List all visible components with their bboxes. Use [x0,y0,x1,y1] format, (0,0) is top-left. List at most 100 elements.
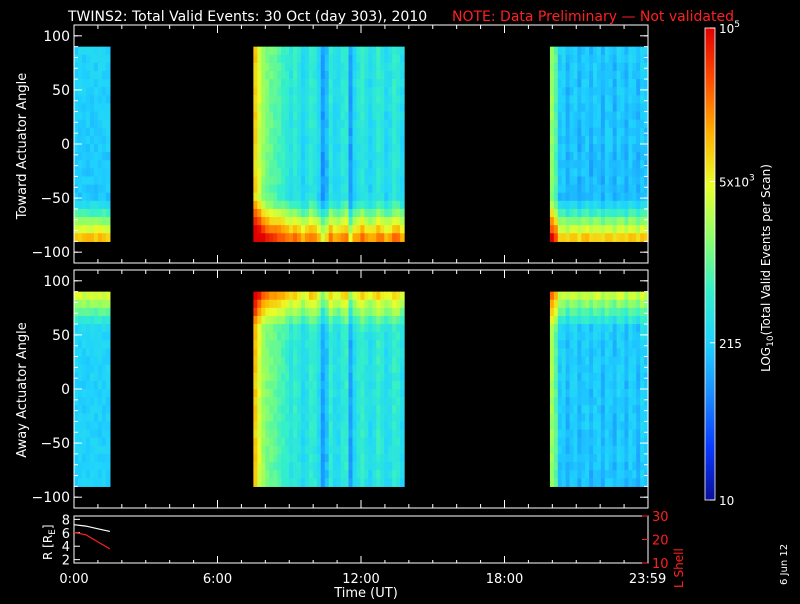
heatmap-cell [624,87,629,96]
heatmap-cell [296,54,302,64]
heatmap-cell [585,348,590,358]
heatmap-cell [77,225,83,234]
heatmap-cell [380,79,385,88]
heatmap-cell [285,217,290,226]
heatmap-cell [348,470,354,479]
heatmap-cell [293,437,298,447]
heatmap-cell [296,324,302,333]
heatmap-cell [273,356,278,366]
heatmap-cell [616,225,622,234]
heatmap-cell [296,233,302,242]
heatmap-cell [293,200,298,210]
heatmap-cell [293,324,298,333]
heatmap-cell [604,200,610,210]
heatmap-cell [565,445,571,455]
heatmap-cell [85,208,91,218]
heatmap-cell [376,372,381,382]
heatmap-cell [604,127,610,137]
heatmap-cell [253,200,258,210]
heatmap-cell [569,462,575,471]
heatmap-cell [396,429,401,439]
heatmap-cell [328,168,334,178]
heatmap-cell [380,62,385,72]
heatmap-cell [77,160,83,169]
heatmap-cell [380,453,385,463]
heatmap-cell [352,192,358,202]
heatmap-cell [400,291,405,301]
heatmap-cell [644,356,649,366]
heatmap-cell [400,95,405,105]
heatmap-cell [597,168,602,178]
heatmap-cell [589,478,594,487]
heatmap-cell [561,111,567,121]
heatmap-cell [289,103,294,113]
heatmap-cell [581,332,586,341]
heatmap-cell [376,445,381,455]
heatmap-cell [81,405,87,414]
heatmap-cell [593,200,598,210]
heatmap-cell [388,453,393,463]
heatmap-cell [300,79,306,88]
heatmap-cell [352,152,358,161]
heatmap-cell [105,453,111,463]
heatmap-cell [261,152,266,161]
heatmap-cell [332,470,338,479]
heatmap-cell [285,340,290,350]
heatmap-cell [593,299,598,309]
heatmap-cell [289,70,294,80]
heatmap-cell [253,364,258,374]
heatmap-cell [376,87,381,96]
heatmap-cell [585,46,590,56]
heatmap-cell [93,340,99,350]
heatmap-cell [364,144,369,153]
heatmap-cell [316,217,322,226]
heatmap-cell [360,192,365,202]
heatmap-cell [324,429,330,439]
heatmap-cell [81,324,87,333]
heatmap-cell [89,152,95,161]
heatmap-cell [585,111,590,121]
heatmap-cell [396,176,401,186]
heatmap-cell [600,127,606,137]
heatmap-cell [352,299,358,309]
heatmap-cell [269,62,274,72]
heatmap-cell [581,127,586,137]
heatmap-cell [253,176,258,186]
heatmap-cell [565,315,571,325]
heatmap-cell [597,364,602,374]
heatmap-cell [620,413,626,423]
heatmap-cell [577,421,582,431]
heatmap-cell [101,176,107,186]
heatmap-cell [336,103,342,113]
heatmap-cell [296,127,302,137]
heatmap-cell [640,144,645,153]
heatmap-cell [356,348,362,358]
heatmap-cell [360,62,365,72]
heatmap-cell [340,233,346,242]
heatmap-cell [253,372,258,382]
heatmap-cell [261,421,266,431]
heatmap-cell [257,437,262,447]
heatmap-cell [308,192,314,202]
heatmap-cell [597,144,602,153]
heatmap-cell [608,340,614,350]
heatmap-cell [296,192,302,202]
heatmap-cell [293,389,298,398]
heatmap-cell [105,46,111,56]
heatmap-cell [581,54,586,64]
heatmap-cell [569,54,575,64]
heatmap-cell [640,54,645,64]
heatmap-cell [81,144,87,153]
heatmap-cell [81,62,87,72]
heatmap-cell [356,389,362,398]
heatmap-cell [320,364,326,374]
heatmap-cell [620,233,626,242]
heatmap-cell [372,200,377,210]
heatmap-cell [612,160,618,169]
heatmap-cell [308,176,314,186]
heatmap-cell [612,397,618,406]
heatmap-cell [364,291,369,301]
heatmap-cell [368,413,373,423]
heatmap-cell [600,208,606,218]
heatmap-cell [93,364,99,374]
